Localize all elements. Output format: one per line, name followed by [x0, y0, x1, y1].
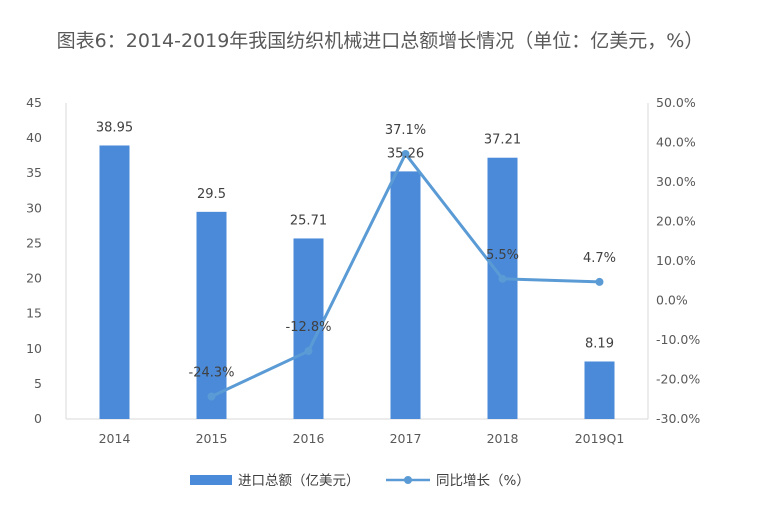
line-marker — [595, 277, 604, 286]
legend-line-label: 同比增长（%） — [436, 473, 530, 489]
x-axis: 2014 2015 2016 2017 2018 2019Q1 — [66, 418, 648, 446]
bar-value-label: 35.26 — [387, 146, 424, 161]
left-tick-label: 5 — [34, 376, 42, 391]
legend-bar-label: 进口总额（亿美元） — [238, 473, 360, 489]
bar-value-label: 38.95 — [96, 120, 133, 135]
right-tick-label: -30.0% — [656, 411, 700, 426]
bar-value-label: 29.5 — [197, 187, 226, 202]
left-tick-label: 15 — [26, 306, 42, 321]
bar — [487, 157, 518, 419]
line-value-label: -24.3% — [189, 365, 235, 380]
right-tick-label: 10.0% — [656, 253, 696, 268]
bar-series — [99, 145, 615, 420]
legend: 进口总额（亿美元） 同比增长（%） — [190, 473, 530, 489]
line-marker — [498, 274, 507, 283]
right-tick-label: 20.0% — [656, 214, 696, 229]
right-y-axis: -30.0% -20.0% -10.0% 0.0% 10.0% 20.0% 30.0% 40.… — [647, 95, 700, 426]
right-tick-label: 30.0% — [656, 174, 696, 189]
line-value-label: -12.8% — [286, 320, 332, 335]
right-tick-label: 50.0% — [656, 95, 696, 110]
line-marker — [401, 149, 410, 158]
x-tick-label: 2014 — [99, 431, 131, 446]
bar-value-label: 25.71 — [290, 213, 327, 228]
legend-bar-swatch — [190, 475, 232, 485]
right-tick-label: 40.0% — [656, 135, 696, 150]
left-tick-label: 45 — [26, 95, 42, 110]
x-tick-label: 2018 — [487, 431, 519, 446]
bar — [390, 171, 421, 419]
right-tick-label: 0.0% — [656, 293, 688, 308]
line-value-label: 5.5% — [486, 248, 519, 263]
left-tick-label: 40 — [26, 130, 42, 145]
data-labels: 38.95 29.5 25.71 35.26 37.21 8.19 -24.3% -12.8%… — [96, 120, 616, 380]
line-value-label: 37.1% — [385, 123, 426, 138]
x-tick-label: 2019Q1 — [575, 431, 625, 446]
left-tick-label: 10 — [26, 341, 42, 356]
x-tick-label: 2017 — [390, 431, 422, 446]
line-series — [207, 149, 604, 401]
left-tick-label: 25 — [26, 235, 42, 250]
bar-value-label: 8.19 — [585, 336, 614, 351]
bar — [99, 145, 130, 420]
x-tick-label: 2015 — [196, 431, 228, 446]
bar-value-label: 37.21 — [484, 133, 521, 148]
line-marker — [207, 392, 216, 401]
line-value-label: 4.7% — [583, 251, 616, 266]
bar — [196, 211, 227, 419]
x-tick-label: 2016 — [293, 431, 325, 446]
left-tick-label: 35 — [26, 165, 42, 180]
left-tick-label: 0 — [34, 411, 42, 426]
left-tick-label: 20 — [26, 271, 42, 286]
legend-line-marker — [404, 476, 412, 484]
line-marker — [304, 347, 313, 356]
right-tick-label: -10.0% — [656, 332, 700, 347]
left-y-axis: 0 5 10 15 20 25 30 35 40 45 — [26, 95, 67, 426]
bar — [584, 361, 615, 419]
left-tick-label: 30 — [26, 200, 42, 215]
chart-title: 图表6：2014-2019年我国纺织机械进口总额增长情况（单位：亿美元，%） — [56, 30, 704, 52]
right-tick-label: -20.0% — [656, 372, 700, 387]
